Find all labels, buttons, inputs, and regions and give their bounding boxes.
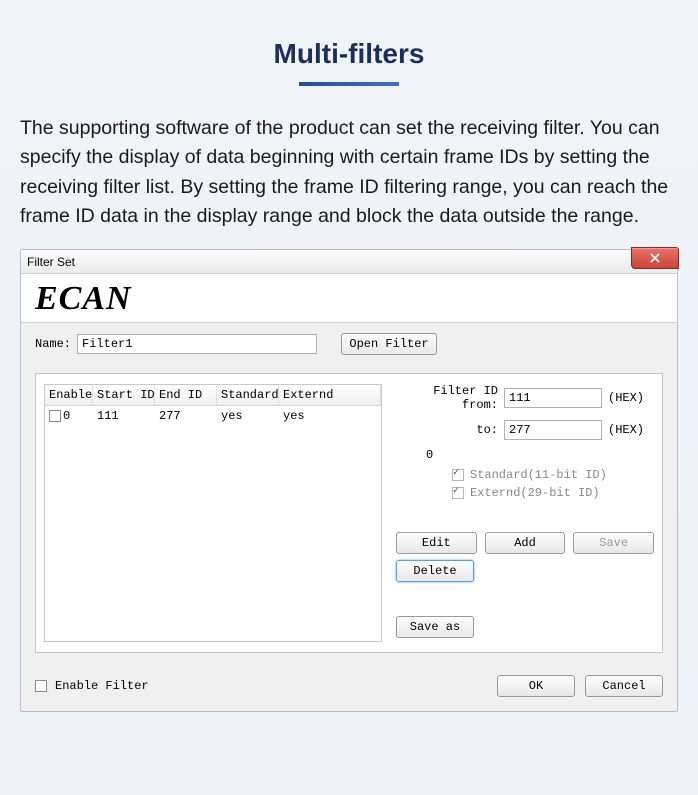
filter-from-label: Filter ID from:: [396, 384, 504, 412]
col-start-id: Start ID: [93, 385, 155, 405]
close-icon: [650, 253, 660, 263]
ok-button[interactable]: OK: [497, 675, 575, 697]
externd-cb-label: Externd(29-bit ID): [470, 486, 600, 500]
name-input[interactable]: [77, 334, 317, 354]
standard-checkbox[interactable]: [452, 469, 464, 481]
col-enable: Enable: [45, 385, 93, 405]
filter-set-dialog: Filter Set ECAN Name: Open Filter Enable…: [20, 249, 678, 712]
cancel-button[interactable]: Cancel: [585, 675, 663, 697]
filter-edit-area: Filter ID from: (HEX) to: (HEX) 0 Standa…: [396, 384, 654, 642]
filter-to-input[interactable]: [504, 420, 602, 440]
filter-table: Enable Start ID End ID Standard Externd …: [44, 384, 382, 642]
enable-filter-label: Enable Filter: [55, 679, 149, 693]
edit-button[interactable]: Edit: [396, 532, 477, 554]
save-button[interactable]: Save: [573, 532, 654, 554]
row-enable-val: 0: [63, 409, 70, 423]
col-standard: Standard: [217, 385, 279, 405]
filter-panel: Enable Start ID End ID Standard Externd …: [35, 373, 663, 653]
row-enable-checkbox[interactable]: [49, 410, 61, 422]
dialog-title: Filter Set: [27, 255, 75, 269]
row-standard: yes: [217, 408, 279, 424]
table-header: Enable Start ID End ID Standard Externd: [45, 385, 381, 406]
hex-label-1: (HEX): [608, 391, 644, 405]
delete-button[interactable]: Delete: [396, 560, 474, 582]
table-row[interactable]: 0 111 277 yes yes: [45, 406, 381, 426]
title-underline: [299, 82, 399, 86]
filter-to-label: to:: [396, 423, 504, 437]
standard-cb-label: Standard(11-bit ID): [470, 468, 607, 482]
dialog-footer: Enable Filter OK Cancel: [21, 665, 677, 711]
enable-filter-checkbox[interactable]: [35, 680, 47, 692]
row-end: 277: [155, 408, 217, 424]
col-end-id: End ID: [155, 385, 217, 405]
titlebar: Filter Set: [21, 250, 677, 274]
row-externd: yes: [279, 408, 381, 424]
zero-label: 0: [396, 448, 654, 462]
save-as-button[interactable]: Save as: [396, 616, 474, 638]
name-label: Name:: [35, 337, 71, 351]
page-title: Multi-filters: [0, 0, 698, 82]
filter-from-input[interactable]: [504, 388, 602, 408]
close-button[interactable]: [631, 247, 679, 269]
hex-label-2: (HEX): [608, 423, 644, 437]
app-logo: ECAN: [35, 280, 132, 317]
logo-area: ECAN: [21, 274, 677, 323]
open-filter-button[interactable]: Open Filter: [341, 333, 437, 355]
add-button[interactable]: Add: [485, 532, 566, 554]
row-start: 111: [93, 408, 155, 424]
page-description: The supporting software of the product c…: [0, 114, 698, 249]
col-externd: Externd: [279, 385, 381, 405]
externd-checkbox[interactable]: [452, 487, 464, 499]
